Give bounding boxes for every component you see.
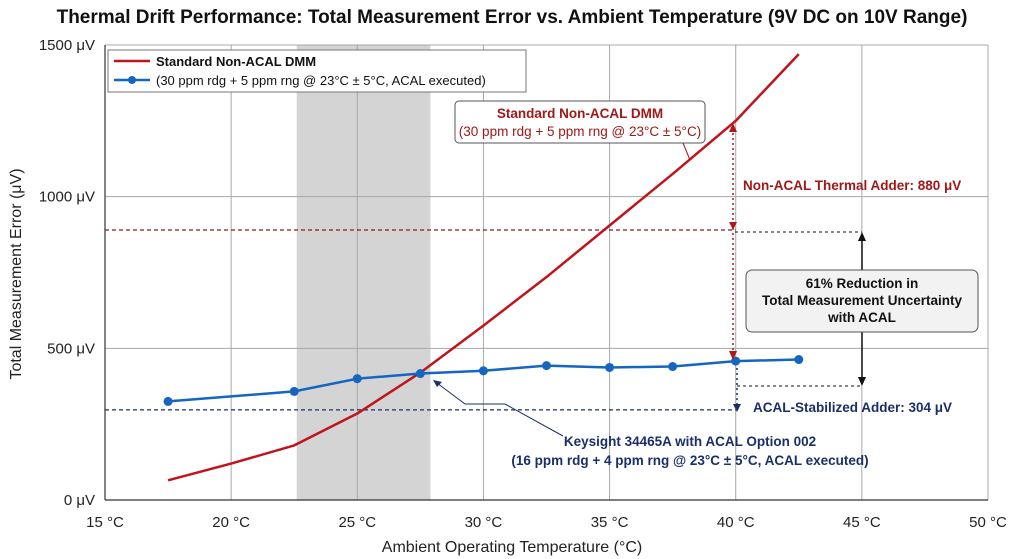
series-point-1 [163,396,173,406]
x-tick-label: 15 °C [86,514,124,531]
non-acal-arrow-head-bottom [729,351,737,360]
acal-adder-label: ACAL-Stabilized Adder: 304 μV [753,400,952,415]
highlight-band [296,45,431,500]
non-acal-callout-spec: (30 ppm rdg + 5 ppm rng @ 23°C ± 5°C) [459,124,701,139]
series-point-1 [352,374,362,384]
highlight-band-layer [296,45,431,500]
series-point-1 [415,369,425,379]
series-point-1 [794,355,804,365]
non-acal-callout-leader [682,142,691,161]
legend-box [107,49,527,93]
reduction-callout: 61% Reduction in Total Measurement Uncer… [745,269,979,333]
x-tick-label: 35 °C [591,514,629,531]
keysight-label-title: Keysight 34465A with ACAL Option 002 [564,434,816,449]
adder-arrows: Non-ACAL Thermal Adder: 880 μV ACAL-Stab… [729,123,961,415]
reduction-arrow-head-bottom [858,377,866,386]
keysight-leader-head [433,380,442,387]
series-point-1 [289,386,299,396]
non-acal-callout: Standard Non-ACAL DMM (30 ppm rdg + 5 pp… [454,100,706,161]
axes [104,45,988,501]
reduction-callout-box [745,269,979,333]
series-line-0 [167,53,800,482]
legend-entry-non-acal: Standard Non-ACAL DMM [156,54,316,69]
series-point-1 [605,362,615,372]
series-layer [163,53,804,482]
series-line-1 [167,358,799,403]
x-tick-label: 50 °C [969,514,1007,531]
series-point-1 [478,366,488,376]
keysight-callout: Keysight 34465A with ACAL Option 002 (16… [433,380,869,468]
x-tick-label: 45 °C [843,514,881,531]
reduction-line-3: with ACAL [827,310,896,325]
keysight-leader [436,382,564,437]
series-point-1 [542,361,551,371]
non-acal-callout-box [454,100,706,144]
tick-labels: 15 °C 20 °C 25 °C 30 °C 35 °C 40 °C 45 °C 50 °C… [39,37,1007,531]
acal-arrow-head [733,404,741,412]
legend: Standard Non-ACAL DMM (30 ppm rdg + 5 pp… [107,49,527,93]
non-acal-adder-label: Non-ACAL Thermal Adder: 880 μV [743,178,961,193]
x-tick-label: 40 °C [717,514,755,531]
y-tick-label: 1000 μV [39,189,95,206]
legend-marker-acal [128,76,136,84]
x-tick-label: 30 °C [465,514,503,531]
y-axis-label: Total Measurement Error (μV) [8,168,25,379]
legend-entry-acal: (30 ppm rdg + 5 ppm rng @ 23°C ± 5°C, AC… [156,73,486,88]
y-tick-label: 500 μV [47,340,95,357]
y-tick-label: 0 μV [64,492,95,509]
non-acal-arrow-head-mid [729,222,737,230]
x-tick-label: 20 °C [212,514,250,531]
non-acal-arrow-head-top [729,123,737,132]
series-point-1 [668,362,678,372]
x-tick-label: 25 °C [338,514,376,531]
reference-lines [105,229,736,411]
chart-title: Thermal Drift Performance: Total Measure… [57,7,968,28]
non-acal-callout-title: Standard Non-ACAL DMM [497,106,663,121]
reduction-line-2: Total Measurement Uncertainty [762,293,963,308]
y-tick-label: 1500 μV [39,37,95,54]
reduction-arrow-head-top [858,232,866,241]
keysight-label-spec: (16 ppm rdg + 4 ppm rng @ 23°C ± 5°C, AC… [511,453,868,468]
reduction-line-1: 61% Reduction in [806,276,919,291]
x-axis-label: Ambient Operating Temperature (°C) [382,539,642,556]
